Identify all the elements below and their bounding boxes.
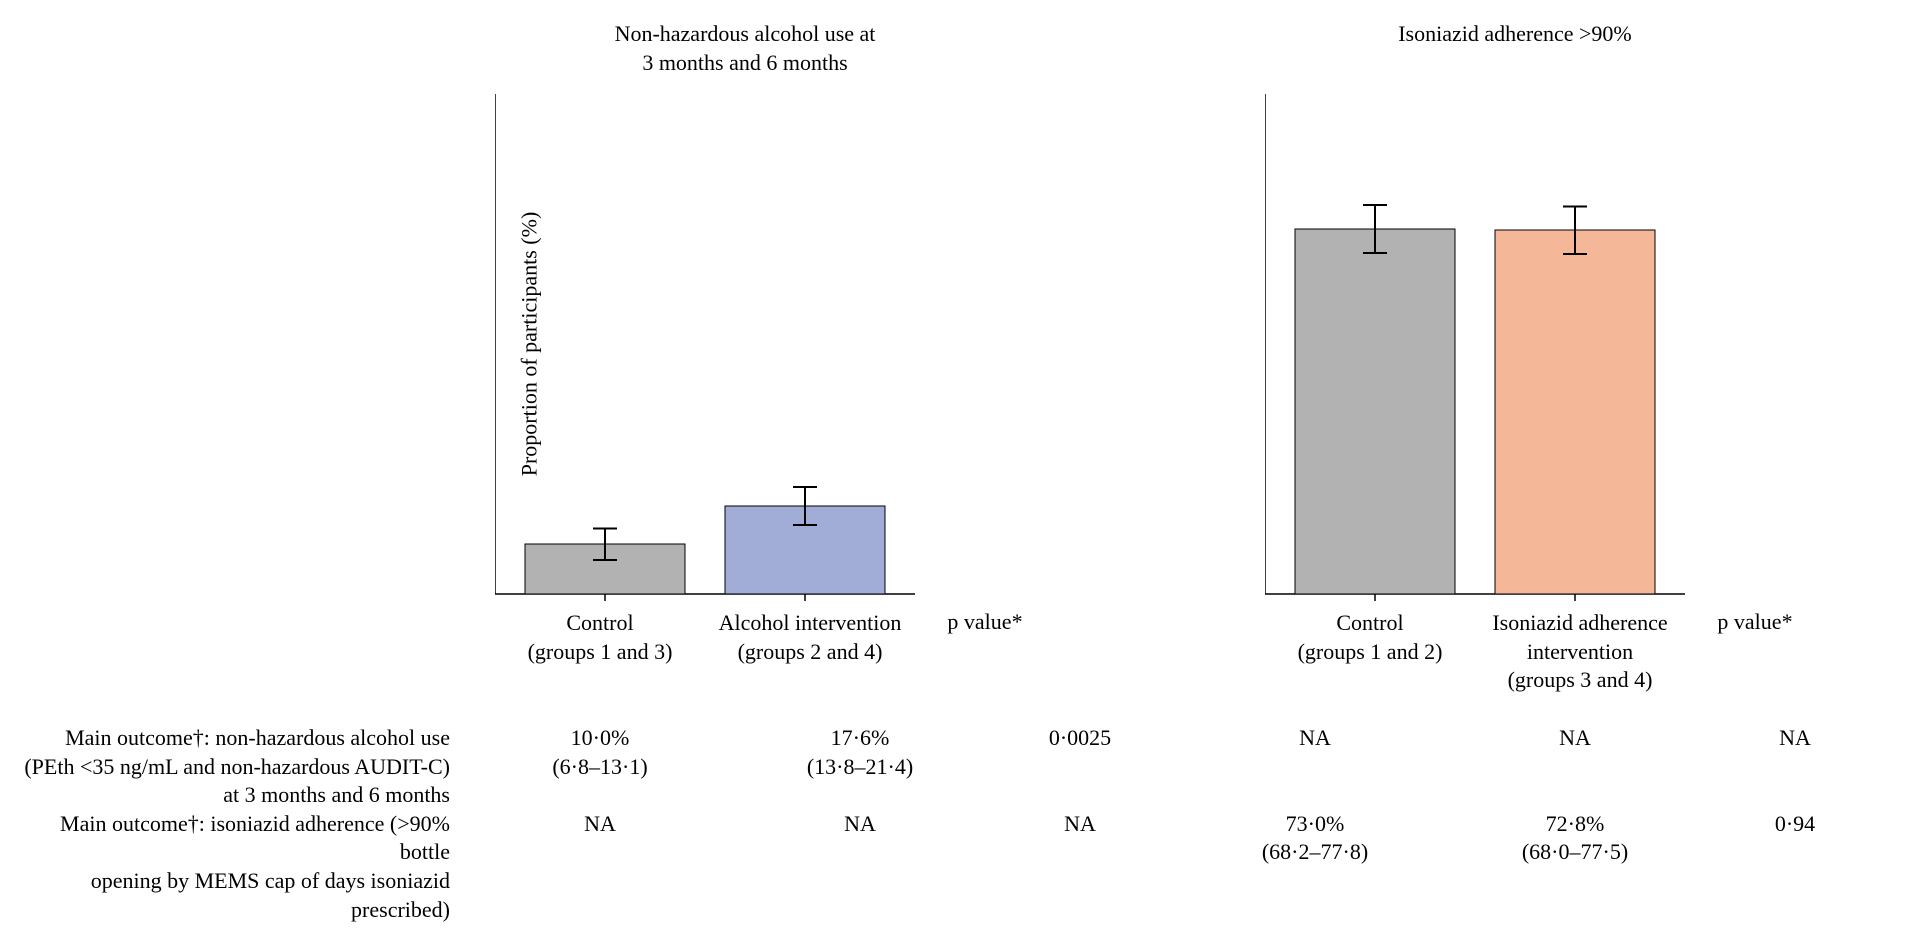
pvalue-label-left: p value* — [915, 609, 1055, 666]
x-label-left-0: Control (groups 1 and 3) — [495, 609, 705, 666]
cell-0-l2: 0·0025 — [990, 724, 1170, 781]
cell-1-l2: NA — [990, 810, 1170, 867]
chart-left-title: Non-hazardous alcohol use at 3 months an… — [615, 20, 876, 84]
chart-right-block: Isoniazid adherence >90% Control (groups… — [1130, 20, 1900, 604]
chart-right-xlabels: Control (groups 1 and 2) Isoniazid adher… — [1265, 609, 1825, 695]
chart-left-plot-area: Proportion of participants (%) 010203040… — [435, 84, 1055, 604]
chart-right-plot-area: Control (groups 1 and 2) Isoniazid adher… — [1205, 84, 1825, 604]
cell-group-0-left: 10·0% (6·8–13·1) 17·6% (13·8–21·4) 0·002… — [470, 724, 1185, 781]
cell-1-l1: NA — [730, 810, 990, 867]
x-label-right-1: Isoniazid adherence intervention (groups… — [1475, 609, 1685, 695]
row-cells-1: NA NA NA 73·0% (68·2–77·8) 72·8% (68·0–7… — [470, 810, 1900, 867]
cell-group-1-right: 73·0% (68·2–77·8) 72·8% (68·0–77·5) 0·94 — [1185, 810, 1900, 867]
row-label-1: Main outcome†: isoniazid adherence (>90%… — [20, 810, 470, 924]
chart-left-svg: 0102030405060708090100 — [495, 84, 915, 604]
chart-left-xlabels: Control (groups 1 and 3) Alcohol interve… — [495, 609, 1055, 666]
pvalue-label-right: p value* — [1685, 609, 1825, 695]
chart-right-title: Isoniazid adherence >90% — [1398, 20, 1632, 84]
table-row: Main outcome†: non-hazardous alcohol use… — [20, 724, 1900, 810]
cell-group-0-right: NA NA NA — [1185, 724, 1900, 781]
cell-1-l0: NA — [470, 810, 730, 867]
row-cells-0: 10·0% (6·8–13·1) 17·6% (13·8–21·4) 0·002… — [470, 724, 1900, 781]
cell-0-l1: 17·6% (13·8–21·4) — [730, 724, 990, 781]
x-label-left-1: Alcohol intervention (groups 2 and 4) — [705, 609, 915, 666]
table-row: Main outcome†: isoniazid adherence (>90%… — [20, 810, 1900, 924]
cell-1-r0: 73·0% (68·2–77·8) — [1185, 810, 1445, 867]
cell-group-1-left: NA NA NA — [470, 810, 1185, 867]
chart-right-svg — [1265, 84, 1685, 604]
cell-0-r0: NA — [1185, 724, 1445, 781]
row-label-0: Main outcome†: non-hazardous alcohol use… — [20, 724, 470, 810]
x-label-right-0: Control (groups 1 and 2) — [1265, 609, 1475, 695]
chart-left-block: Non-hazardous alcohol use at 3 months an… — [360, 20, 1130, 604]
table-area: Main outcome†: non-hazardous alcohol use… — [20, 724, 1900, 924]
charts-row: Non-hazardous alcohol use at 3 months an… — [360, 20, 1900, 604]
cell-0-l0: 10·0% (6·8–13·1) — [470, 724, 730, 781]
cell-0-r1: NA — [1445, 724, 1705, 781]
cell-1-r1: 72·8% (68·0–77·5) — [1445, 810, 1705, 867]
cell-0-r2: NA — [1705, 724, 1885, 781]
cell-1-r2: 0·94 — [1705, 810, 1885, 867]
figure-container: Non-hazardous alcohol use at 3 months an… — [20, 20, 1900, 924]
